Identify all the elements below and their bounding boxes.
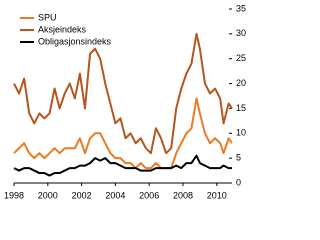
- y-tick-label: 25: [236, 53, 246, 63]
- legend-label: SPU: [38, 12, 57, 22]
- y-tick-label: 0: [236, 177, 241, 187]
- chart: 0 5 10 15 20 25 30 35 1998 2000 2002 2004 2006 2008 20…: [4, 3, 246, 200]
- y-tick-label: 20: [236, 78, 246, 88]
- x-tick-label: 2002: [72, 190, 92, 200]
- x-tick-label: 2008: [173, 190, 193, 200]
- x-tick-label: 1998: [4, 190, 24, 200]
- x-tick-label: 2010: [207, 190, 227, 200]
- legend-label: Aksjeindeks: [38, 24, 87, 34]
- y-tick-label: 30: [236, 28, 246, 38]
- x-tick-label: 2000: [38, 190, 58, 200]
- series-line: [13, 154, 232, 177]
- series-line: [13, 97, 233, 170]
- y-tick-label: 15: [236, 103, 246, 113]
- legend-label: Obligasjonsindeks: [38, 36, 112, 46]
- x-tick-label: 2004: [105, 190, 125, 200]
- series-line: [13, 32, 233, 155]
- y-tick-label: 10: [236, 128, 246, 138]
- y-tick-label: 5: [236, 153, 241, 163]
- y-tick-label: 35: [236, 3, 246, 13]
- x-tick-label: 2006: [139, 190, 159, 200]
